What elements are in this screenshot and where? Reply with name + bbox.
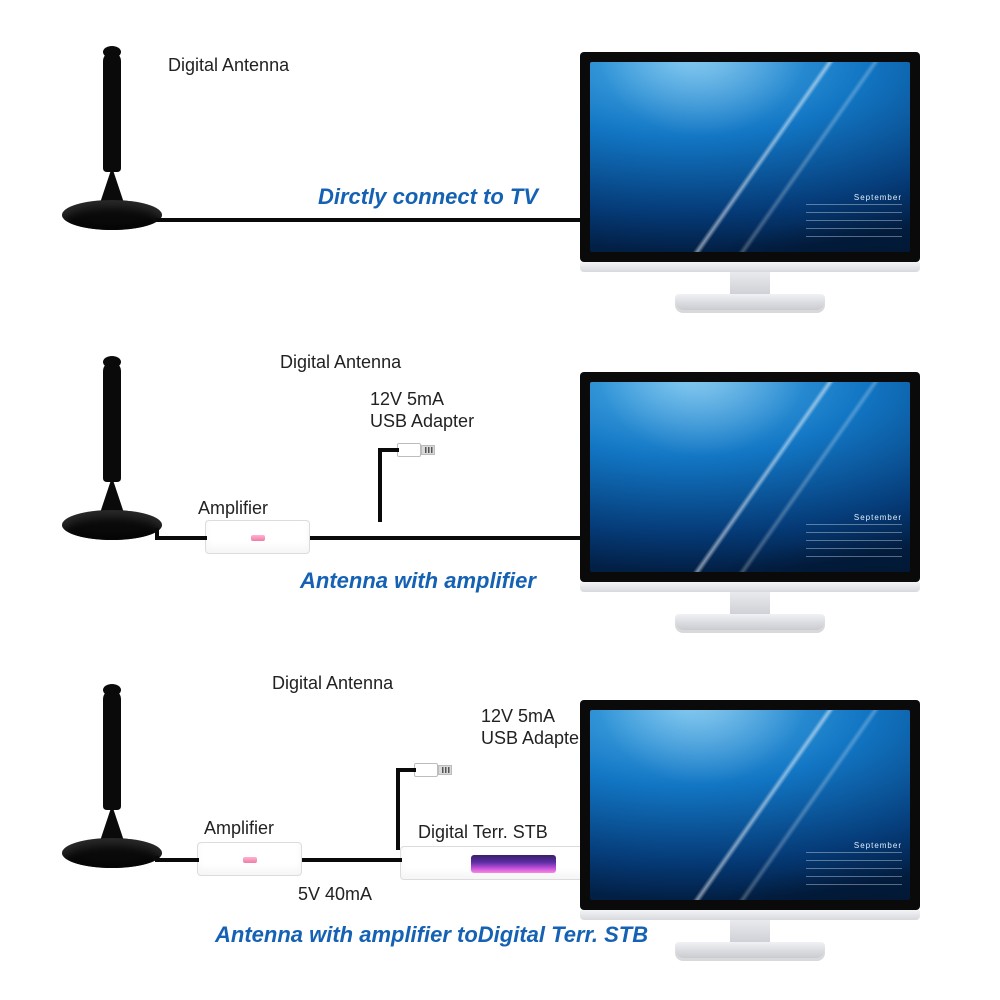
usb-adapter-line2: USB Adapter — [370, 411, 474, 431]
stb-icon — [400, 846, 600, 880]
diagram-stage: Digital Antenna Dirctly connect to TV Se… — [0, 0, 1000, 1000]
cable — [378, 448, 382, 522]
antenna-label: Digital Antenna — [280, 352, 401, 373]
amplifier-label: Amplifier — [204, 818, 274, 839]
amplifier-label: Amplifier — [198, 498, 268, 519]
usb-adapter-line1: 12V 5mA — [481, 706, 555, 726]
antenna-icon — [62, 668, 172, 868]
antenna-label: Digital Antenna — [168, 55, 289, 76]
amplifier-icon — [197, 842, 302, 876]
amplifier-icon — [205, 520, 310, 554]
tv-icon: September — [580, 372, 920, 632]
stb-label: Digital Terr. STB — [418, 822, 548, 843]
usb-adapter-label: 12V 5mA USB Adapter — [481, 705, 585, 749]
cable — [155, 536, 207, 540]
cable — [310, 536, 582, 540]
calendar-month: September — [806, 841, 902, 850]
usb-plug-icon — [397, 440, 437, 460]
antenna-icon — [62, 340, 172, 540]
calendar-month: September — [806, 513, 902, 522]
usb-plug-icon — [414, 760, 454, 780]
tv-icon: September — [580, 52, 920, 312]
cable — [155, 858, 199, 862]
section-caption: Dirctly connect to TV — [318, 184, 538, 210]
usb-adapter-line1: 12V 5mA — [370, 389, 444, 409]
calendar-month: September — [806, 193, 902, 202]
cable — [155, 218, 582, 222]
cable — [302, 858, 402, 862]
cable — [396, 768, 400, 850]
antenna-icon — [62, 30, 172, 230]
tv-icon: September — [580, 700, 920, 960]
section-caption: Antenna with amplifier — [300, 568, 536, 594]
usb-adapter-label: 12V 5mA USB Adapter — [370, 388, 474, 432]
usb-adapter-line2: USB Adapter — [481, 728, 585, 748]
amp-output-label: 5V 40mA — [298, 884, 372, 905]
antenna-label: Digital Antenna — [272, 673, 393, 694]
